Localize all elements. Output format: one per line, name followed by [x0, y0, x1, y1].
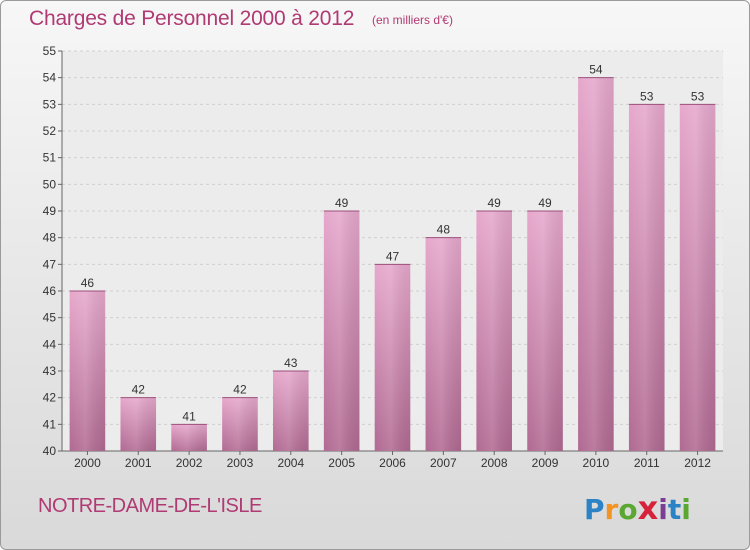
bar-shine	[628, 104, 665, 451]
x-tick-label: 2008	[481, 456, 508, 470]
data-label: 41	[182, 409, 196, 423]
bar-shine	[476, 211, 512, 451]
logo-letter: t	[667, 493, 682, 526]
logo-letter: P	[584, 493, 605, 526]
data-label: 49	[538, 196, 552, 210]
data-label: 49	[335, 196, 349, 210]
bar-shine	[273, 371, 309, 451]
x-tick-label: 2000	[74, 456, 101, 470]
y-tick-label: 45	[43, 311, 57, 325]
data-label: 54	[589, 63, 603, 77]
x-tick-label: 2002	[176, 456, 203, 470]
y-tick-label: 43	[43, 364, 57, 378]
y-tick-label: 40	[43, 444, 57, 458]
data-label: 53	[640, 89, 654, 103]
y-tick-label: 54	[43, 71, 57, 85]
x-tick-label: 2009	[532, 456, 559, 470]
proxiti-logo: Proxiti	[584, 489, 691, 527]
x-tick-label: 2004	[277, 456, 304, 470]
bar-shine	[425, 237, 462, 451]
y-tick-label: 44	[43, 337, 57, 351]
logo-letter: i	[681, 493, 691, 526]
x-tick-label: 2005	[328, 456, 355, 470]
y-tick-label: 50	[43, 177, 57, 191]
bar-shine	[222, 397, 258, 451]
y-tick-label: 46	[43, 284, 57, 298]
bar-shine	[69, 291, 106, 451]
data-label: 49	[488, 196, 502, 210]
data-label: 42	[233, 383, 247, 397]
y-tick-label: 49	[43, 204, 57, 218]
data-label: 48	[437, 223, 451, 237]
y-tick-label: 48	[43, 231, 57, 245]
bar-shine	[323, 211, 360, 451]
logo-letter: r	[604, 493, 619, 526]
x-tick-label: 2001	[125, 456, 152, 470]
data-label: 47	[386, 249, 400, 263]
y-tick-label: 52	[43, 124, 57, 138]
bar-shine	[679, 104, 716, 451]
x-tick-label: 2006	[379, 456, 406, 470]
x-tick-label: 2011	[634, 456, 660, 470]
logo-letter: i	[658, 493, 668, 526]
y-tick-label: 47	[43, 257, 57, 271]
chart-title: Charges de Personnel 2000 à 2012	[29, 7, 355, 30]
x-tick-label: 2003	[227, 456, 254, 470]
y-tick-label: 42	[43, 391, 57, 405]
bar-shine	[374, 264, 411, 451]
bar-shine	[171, 424, 207, 451]
commune-name: NOTRE-DAME-DE-L'ISLE	[38, 495, 262, 517]
x-tick-label: 2010	[583, 456, 610, 470]
chart-subtitle: (en milliers d'€)	[372, 13, 453, 27]
y-tick-label: 41	[43, 417, 57, 431]
bar-shine	[120, 397, 157, 451]
data-label: 53	[691, 89, 705, 103]
y-tick-label: 53	[43, 97, 57, 111]
x-tick-label: 2012	[684, 456, 711, 470]
y-tick-label: 55	[43, 44, 57, 58]
data-label: 42	[132, 383, 146, 397]
data-label: 46	[81, 276, 95, 290]
logo-letter: o	[618, 493, 638, 526]
y-tick-label: 51	[43, 151, 57, 165]
bar-shine	[578, 77, 614, 452]
bar-shine	[527, 211, 563, 451]
data-label: 43	[284, 356, 298, 370]
x-tick-label: 2007	[430, 456, 457, 470]
logo-letter: x	[637, 489, 659, 527]
